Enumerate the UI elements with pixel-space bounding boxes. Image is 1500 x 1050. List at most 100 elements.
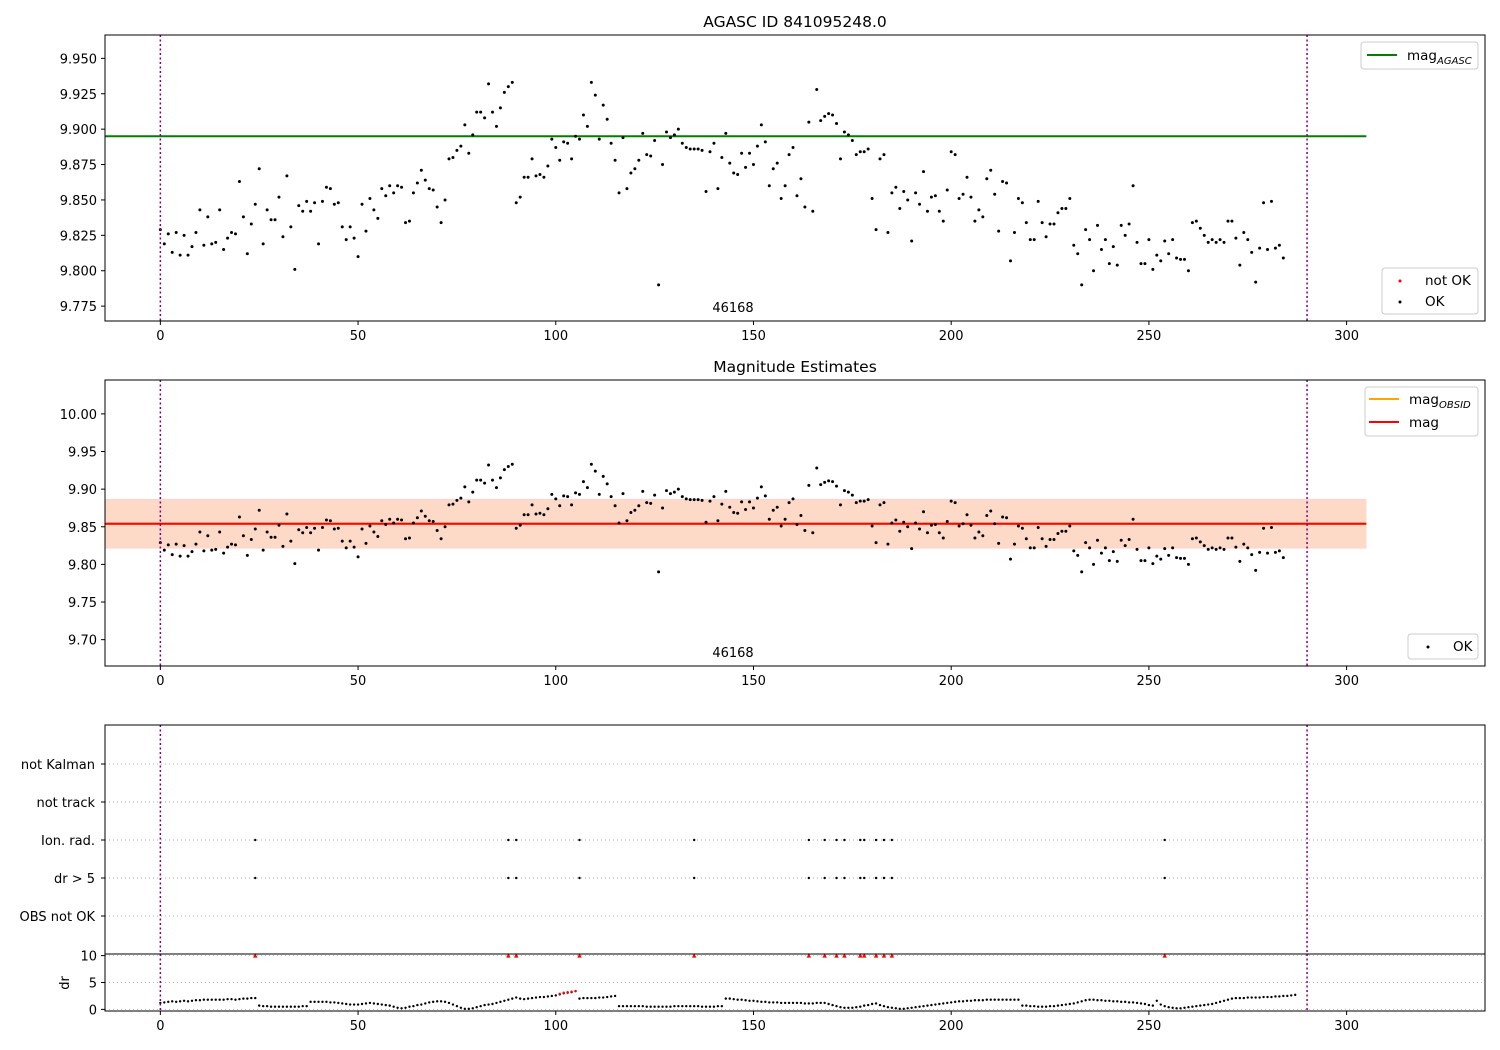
dr-point <box>1092 998 1095 1001</box>
ok-point <box>835 484 839 488</box>
dr-point <box>629 1004 633 1008</box>
flag-category-label: not track <box>36 796 95 811</box>
dr-point <box>764 1000 767 1004</box>
ok-point <box>1064 529 1068 533</box>
dr-point <box>269 1005 273 1008</box>
ok-point <box>748 500 752 504</box>
dr-point <box>661 1005 664 1008</box>
dr-point <box>1108 999 1111 1002</box>
ok-point <box>309 531 313 535</box>
flag-point <box>1163 838 1166 842</box>
ok-point <box>1242 542 1246 546</box>
ok-point <box>708 150 712 154</box>
y-tick-label: 9.70 <box>68 634 97 649</box>
flag-point <box>515 876 518 880</box>
ok-point <box>1250 250 1254 254</box>
dr-clipped-marker <box>842 953 847 958</box>
dr-point <box>526 997 530 1000</box>
x-tick-label: 300 <box>1334 674 1359 689</box>
dr-point <box>412 1004 415 1008</box>
ok-point <box>356 555 360 559</box>
legend-points: OK <box>1407 633 1479 660</box>
dr-point <box>621 1004 625 1008</box>
dr-point <box>1282 994 1285 998</box>
ok-point <box>1159 557 1163 561</box>
dr-point <box>1222 999 1226 1002</box>
ok-point <box>305 199 309 203</box>
dr-point <box>1290 994 1293 997</box>
ok-point <box>182 233 186 237</box>
ok-point <box>910 239 914 243</box>
ok-point <box>1218 546 1222 550</box>
dr-point <box>428 1001 431 1004</box>
ok-point <box>526 175 530 179</box>
dr-point <box>234 998 237 1001</box>
ok-point <box>977 208 981 212</box>
ok-point <box>423 514 427 518</box>
ok-point <box>206 534 210 538</box>
y-tick-label: 9.80 <box>68 558 97 573</box>
dr-point <box>969 999 973 1002</box>
y-tick-label: 9.95 <box>68 446 97 461</box>
ok-point <box>194 231 198 235</box>
flag-point <box>807 876 811 880</box>
ok-point <box>585 124 589 128</box>
ok-point <box>953 501 957 505</box>
ok-point <box>1234 545 1238 549</box>
ok-point <box>317 548 321 552</box>
ok-point <box>1127 222 1131 226</box>
ok-point <box>566 495 570 499</box>
dr-point <box>218 998 221 1001</box>
ok-point <box>419 509 423 513</box>
dr-point <box>910 1006 913 1009</box>
dr-point <box>404 1006 407 1009</box>
ok-point <box>910 547 914 551</box>
ok-point <box>779 197 783 201</box>
dr-point <box>301 1004 304 1008</box>
ok-point <box>562 494 566 498</box>
ok-point <box>237 180 241 184</box>
dr-point <box>325 1000 328 1004</box>
dr-point <box>329 1001 332 1004</box>
ok-point <box>1123 544 1127 548</box>
dr-point <box>914 1006 917 1009</box>
ok-point <box>1084 541 1088 545</box>
ok-point <box>451 502 455 506</box>
ok-point <box>629 510 633 514</box>
ok-point <box>1139 262 1143 266</box>
ok-point <box>162 242 166 246</box>
y-tick-label: 9.85 <box>68 521 97 536</box>
dr-point <box>222 998 225 1001</box>
ok-point <box>570 503 574 507</box>
dr-point <box>285 1005 289 1008</box>
ok-point <box>1258 550 1262 554</box>
ok-point <box>415 516 419 520</box>
dr-point <box>507 998 510 1001</box>
dr-point <box>823 1001 826 1005</box>
flag-point <box>882 838 886 842</box>
dr-point <box>1254 996 1257 999</box>
dr-point <box>961 1000 965 1003</box>
flag-point <box>823 838 826 842</box>
dr-point <box>487 1003 490 1006</box>
ok-point <box>1273 246 1277 250</box>
ok-point <box>819 119 823 123</box>
dr-point <box>1112 1000 1115 1003</box>
ok-point <box>661 506 665 510</box>
ok-point <box>597 137 601 141</box>
ok-point <box>1269 199 1273 203</box>
dr-point <box>657 1005 660 1008</box>
ok-point <box>1068 197 1072 201</box>
dr-point <box>254 996 257 1000</box>
ok-point <box>170 250 174 254</box>
flag-point <box>507 838 510 842</box>
ok-point <box>1135 547 1139 551</box>
flag-category-label: Ion. rad. <box>41 834 95 849</box>
dr-clipped-marker <box>861 953 867 958</box>
ok-point <box>657 570 661 574</box>
ok-point <box>427 519 431 523</box>
legend-marker-ok <box>1398 300 1402 304</box>
ok-point <box>1210 546 1214 550</box>
ok-point <box>621 136 625 140</box>
